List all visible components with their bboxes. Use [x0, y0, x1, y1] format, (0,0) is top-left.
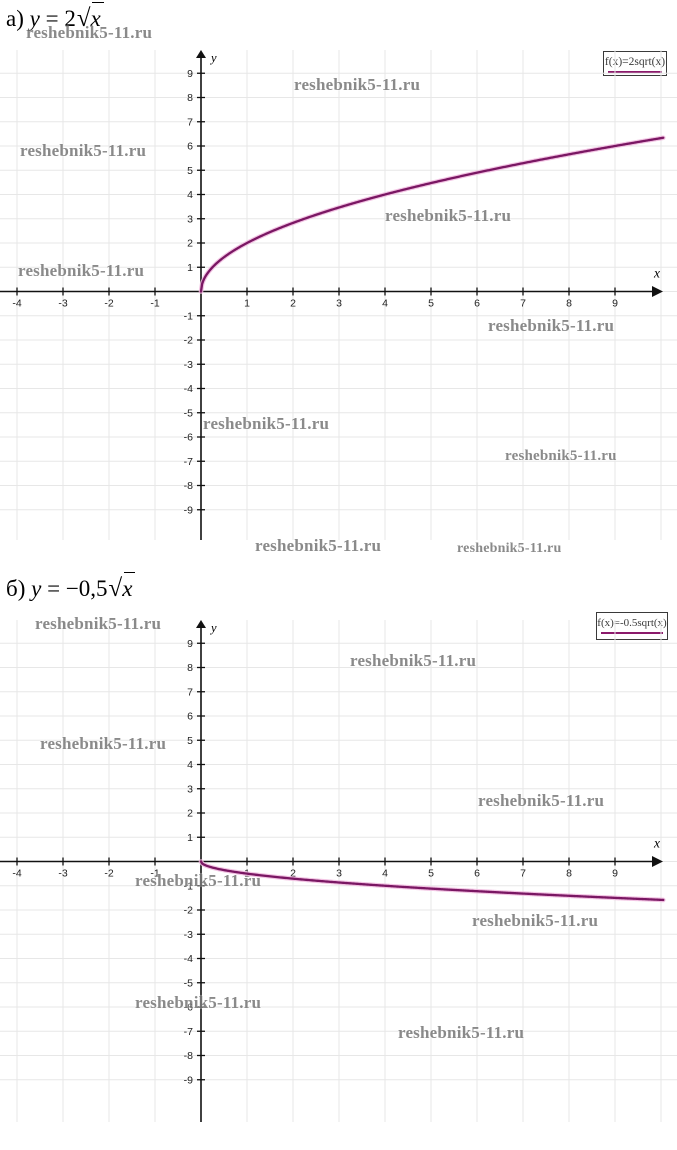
svg-text:-3: -3: [58, 298, 67, 310]
svg-text:8: 8: [566, 868, 572, 880]
svg-text:1: 1: [187, 262, 193, 274]
svg-text:8: 8: [187, 662, 193, 674]
svg-text:y: y: [209, 621, 217, 635]
svg-text:1: 1: [244, 298, 250, 310]
svg-text:7: 7: [187, 686, 193, 698]
svg-text:-3: -3: [184, 359, 193, 371]
svg-text:9: 9: [612, 868, 618, 880]
svg-text:-7: -7: [184, 456, 193, 468]
svg-text:y: y: [209, 51, 217, 65]
svg-text:6: 6: [187, 141, 193, 153]
svg-text:9: 9: [187, 68, 193, 80]
svg-text:-9: -9: [184, 504, 193, 516]
svg-text:7: 7: [187, 116, 193, 128]
svg-text:-4: -4: [184, 383, 193, 395]
svg-text:7: 7: [520, 868, 526, 880]
svg-text:-2: -2: [184, 905, 193, 917]
svg-text:-7: -7: [184, 1026, 193, 1038]
svg-text:4: 4: [187, 189, 193, 201]
svg-text:-5: -5: [184, 407, 193, 419]
svg-text:-8: -8: [184, 1050, 193, 1062]
svg-text:9: 9: [612, 298, 618, 310]
svg-text:-5: -5: [184, 977, 193, 989]
svg-text:-1: -1: [150, 298, 159, 310]
svg-text:-4: -4: [184, 953, 193, 965]
svg-text:2: 2: [187, 808, 193, 820]
svg-text:9: 9: [187, 638, 193, 650]
svg-text:5: 5: [428, 298, 434, 310]
svg-text:2: 2: [187, 238, 193, 250]
svg-text:3: 3: [187, 783, 193, 795]
svg-text:-9: -9: [184, 1074, 193, 1086]
svg-text:-8: -8: [184, 480, 193, 492]
svg-text:x: x: [653, 836, 660, 851]
svg-text:8: 8: [187, 92, 193, 104]
svg-text:4: 4: [382, 298, 388, 310]
svg-text:6: 6: [474, 298, 480, 310]
svg-text:-2: -2: [104, 868, 113, 880]
svg-text:4: 4: [187, 759, 193, 771]
svg-text:5: 5: [428, 868, 434, 880]
svg-text:-6: -6: [184, 432, 193, 444]
svg-text:6: 6: [187, 711, 193, 723]
svg-text:5: 5: [187, 735, 193, 747]
svg-text:6: 6: [474, 868, 480, 880]
svg-text:-2: -2: [184, 335, 193, 347]
svg-text:8: 8: [566, 298, 572, 310]
svg-text:-1: -1: [184, 310, 193, 322]
svg-text:-3: -3: [184, 929, 193, 941]
svg-text:-2: -2: [104, 298, 113, 310]
svg-text:1: 1: [187, 832, 193, 844]
svg-text:-3: -3: [58, 868, 67, 880]
svg-text:3: 3: [336, 298, 342, 310]
svg-text:2: 2: [290, 298, 296, 310]
svg-text:3: 3: [336, 868, 342, 880]
svg-text:-4: -4: [12, 868, 21, 880]
svg-text:3: 3: [187, 213, 193, 225]
svg-text:7: 7: [520, 298, 526, 310]
svg-text:4: 4: [382, 868, 388, 880]
svg-text:x: x: [653, 266, 660, 281]
svg-text:-4: -4: [12, 298, 21, 310]
svg-text:5: 5: [187, 165, 193, 177]
